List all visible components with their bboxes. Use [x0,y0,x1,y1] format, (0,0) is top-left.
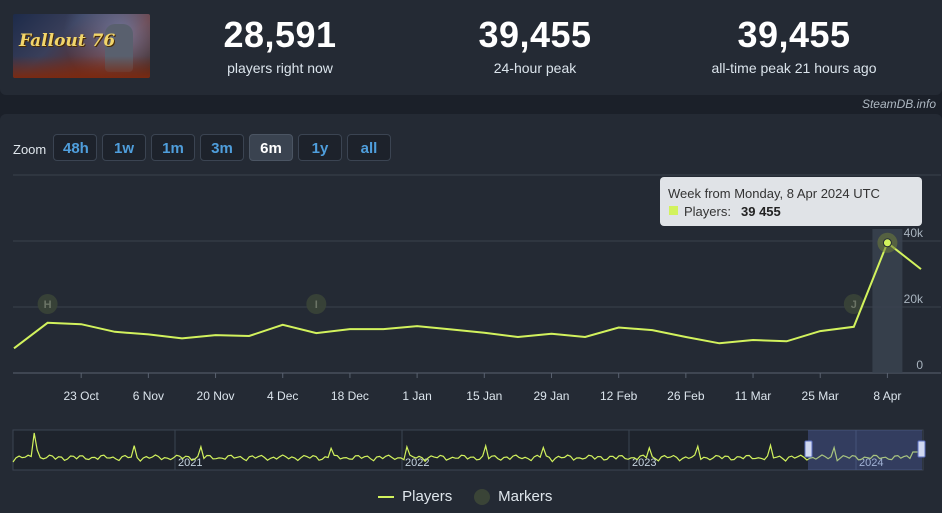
navigator-left-handle[interactable] [804,440,813,458]
marker-dot [843,294,864,314]
hover-point [882,238,892,248]
navigator-series-line [12,432,922,463]
event-markers[interactable]: H I J [37,294,864,314]
x-tick-label: 18 Dec [331,389,369,403]
navigator-background [12,429,924,471]
x-tick-label: 12 Feb [600,389,638,403]
x-tick-label: 11 Mar [735,389,771,403]
x-tick-label: 4 Dec [267,389,298,403]
zoom-1y-button[interactable]: 1y [298,134,342,161]
tooltip-title: Week from Monday, 8 Apr 2024 UTC [668,186,880,201]
current-players-value: 28,591 [223,14,337,55]
tooltip-box [660,177,922,226]
marker-letter: J [851,299,857,311]
navigator-year-label: 2023 [632,457,656,469]
marker-letter: H [44,299,52,311]
gridlines [13,174,941,374]
x-tick-label: 20 Nov [197,389,235,403]
navigator-year-label: 2021 [178,457,202,469]
event-marker[interactable]: H [37,294,58,314]
event-marker[interactable]: J [843,294,864,314]
players-series-line [13,241,922,350]
x-tick-label: 23 Oct [64,389,100,403]
y-tick-label: 20k [904,292,924,306]
zoom-3m-button[interactable]: 3m [200,134,244,161]
markers-legend-label: Markers [498,488,553,505]
x-tick-label: 1 Jan [402,389,431,403]
event-marker[interactable]: I [306,294,327,314]
y-tick-label: 40k [904,226,924,240]
legend-item-players[interactable]: Players [378,488,452,505]
current-players-label: players right now [227,60,333,76]
x-tick-label: 26 Feb [667,389,705,403]
legend-item-markers[interactable]: Markers [474,488,553,506]
zoom-6m-button[interactable]: 6m [249,134,293,161]
stats-header: Fallout 76 28,591 players right now 39,4… [0,0,942,95]
zoom-48h-button[interactable]: 48h [53,134,97,161]
marker-dot [37,294,58,314]
navigator-selection[interactable] [808,430,922,470]
markers-legend-icon [474,489,490,506]
daily-peak-label: 24-hour peak [493,60,577,76]
zoom-all-button[interactable]: all [347,134,391,161]
tooltip-series-swatch [669,206,678,215]
daily-peak-value: 39,455 [478,14,592,55]
steamdb-credit[interactable]: SteamDB.info [861,97,936,111]
y-tick-label: 0 [916,358,923,372]
zoom-1m-button[interactable]: 1m [151,134,195,161]
logo-text: Fallout 76 [19,31,116,51]
x-tick-label: 6 Nov [133,389,164,403]
navigator-year-label: 2024 [859,457,883,469]
players-legend-icon [378,496,394,499]
tooltip-series-label: Players: [684,204,731,219]
all-time-peak-label: all-time peak 21 hours ago [711,60,877,76]
x-tick-label: 8 Apr [873,389,901,403]
all-time-peak-stat: 39,455 all-time peak 21 hours ago [680,14,908,76]
chart-tooltip: Week from Monday, 8 Apr 2024 UTC Players… [660,177,922,226]
x-tick-label: 29 Jan [533,389,569,403]
players-legend-label: Players [402,488,453,505]
tooltip-value: 39 455 [741,204,781,219]
zoom-label: Zoom [13,142,47,157]
navigator-year-label: 2022 [405,457,429,469]
current-players-stat: 28,591 players right now [195,14,365,76]
game-logo[interactable]: Fallout 76 [13,14,150,78]
marker-letter: I [315,299,318,311]
range-navigator[interactable]: 2021 2022 2023 2024 [12,429,926,471]
zoom-1w-button[interactable]: 1w [102,134,146,161]
x-tick-label: 15 Jan [466,389,502,403]
navigator-right-handle[interactable] [917,440,926,458]
x-tick-label: 25 Mar [802,389,839,403]
marker-dot [306,294,327,314]
hover-band [872,229,903,373]
x-axis-labels: 23 Oct 6 Nov 20 Nov 4 Dec 18 Dec 1 Jan 15 Jan 2… [64,373,901,403]
daily-peak-stat: 39,455 24-hour peak [450,14,620,76]
y-axis-labels: 0 20k 40k [904,226,924,372]
all-time-peak-value: 39,455 [737,14,851,55]
